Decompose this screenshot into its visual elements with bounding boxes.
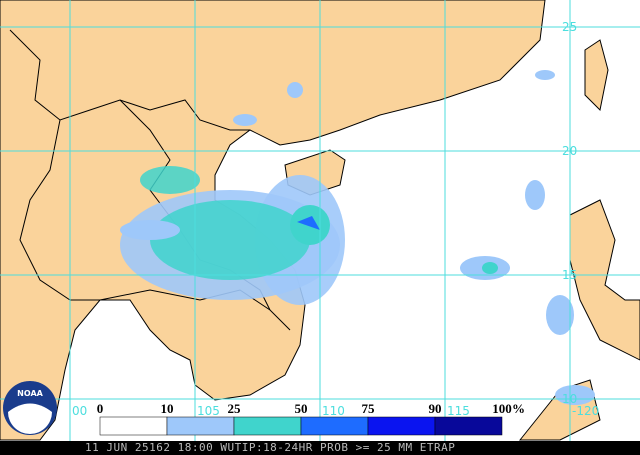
legend-swatch <box>434 416 503 436</box>
legend-swatch <box>99 416 168 436</box>
legend-label: 90 <box>429 401 442 416</box>
legend-label: 25 <box>228 401 242 416</box>
rain-areas <box>120 70 595 405</box>
footer-text: 11 JUN 25162 18:00 WUTIP:18-24HR PROB >=… <box>85 441 455 454</box>
lon-label: 105 <box>197 404 220 418</box>
legend-label: 0 <box>97 401 104 416</box>
legend-label: 50 <box>295 401 308 416</box>
noaa-logo: NOAA <box>3 381 57 435</box>
legend-unit: % <box>512 401 525 416</box>
legend-swatch <box>300 416 369 436</box>
lon-label: 00 <box>72 404 87 418</box>
legend-label: 75 <box>362 401 376 416</box>
footer-bar <box>0 441 640 455</box>
legend-label: 100 <box>492 401 512 416</box>
legend-swatch <box>367 416 436 436</box>
legend: 0 10 25 50 75 90 100% <box>97 401 525 436</box>
legend-label: 10 <box>161 401 174 416</box>
legend-swatch <box>233 416 302 436</box>
lon-label: -120 <box>572 404 599 418</box>
legend-swatch <box>166 416 235 436</box>
lon-label: 115 <box>447 404 470 418</box>
logo-wave <box>8 403 52 434</box>
logo-text: NOAA <box>17 389 43 398</box>
lon-label: 110 <box>322 404 345 418</box>
